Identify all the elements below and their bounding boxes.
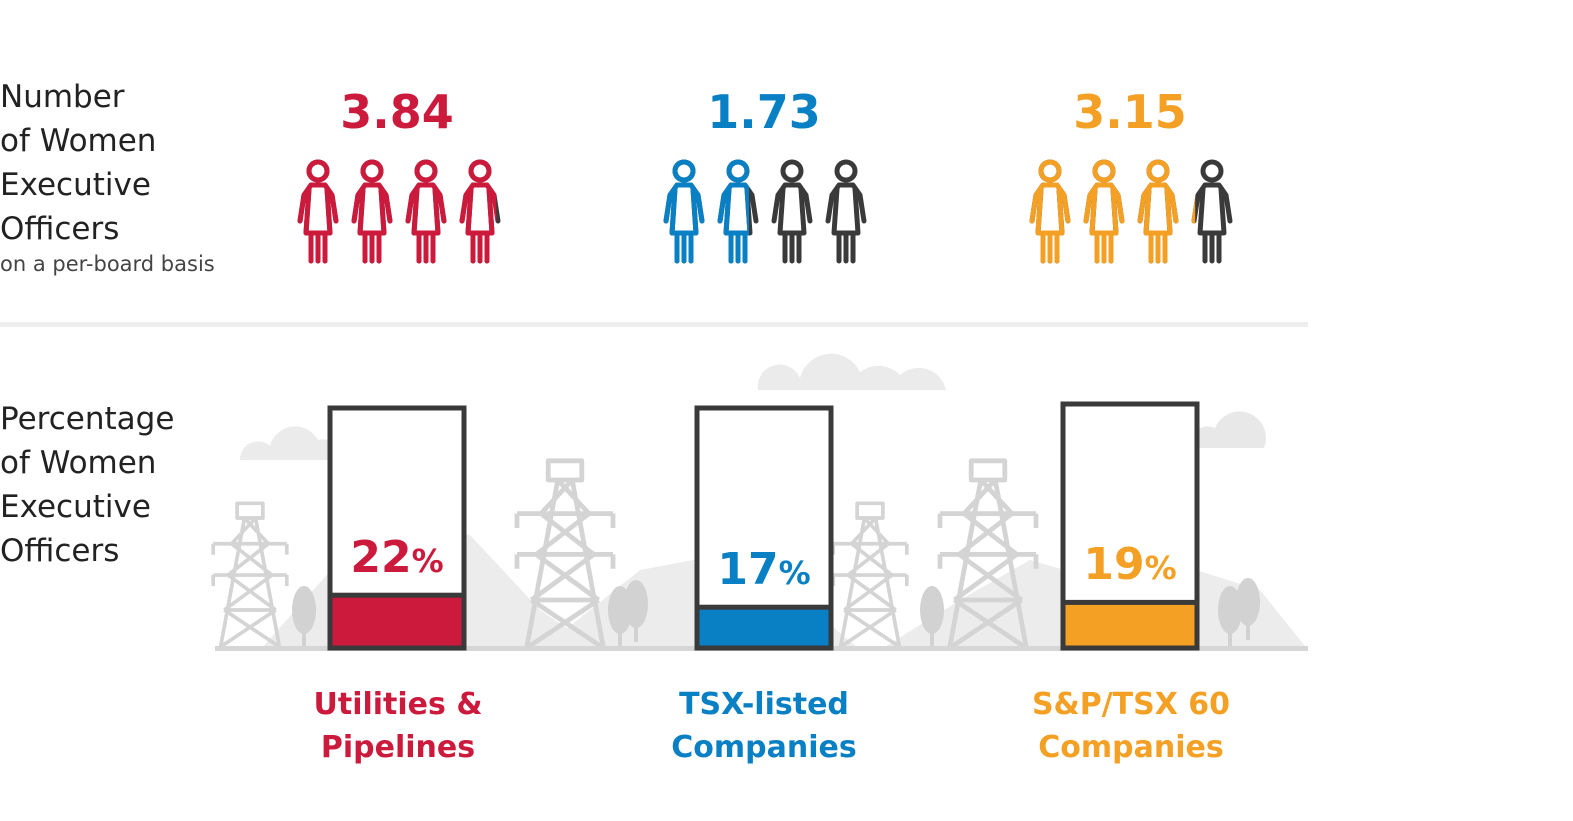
woman-icon [1083, 159, 1125, 264]
woman-icon [771, 159, 813, 264]
pictogram-utilities [297, 159, 501, 264]
percent-label-sp-tsx-60: 19% [1030, 540, 1230, 593]
pictogram-tsx-listed [663, 159, 867, 264]
woman-icon [1029, 159, 1071, 264]
woman-icon [405, 159, 447, 264]
label-line: of Women [0, 445, 157, 481]
section-divider [0, 322, 1308, 327]
woman-icon [1137, 159, 1179, 264]
woman-icon [825, 159, 867, 264]
woman-icon [717, 159, 759, 264]
label-line: Officers [0, 211, 120, 247]
value-label-sp-tsx-60: 3.15 [1073, 85, 1187, 139]
label-line: Executive [0, 489, 151, 525]
label-line: Number [0, 79, 125, 115]
percent-label-tsx-listed: 17% [664, 545, 864, 598]
bars-group [327, 401, 1200, 651]
category-line: TSX-listed [679, 687, 849, 722]
category-line: Utilities & [313, 687, 483, 722]
number-of-women-label: Number of Women Executive Officers on a … [0, 75, 240, 277]
label-line: Officers [0, 533, 120, 569]
percentage-of-women-label: Percentage of Women Executive Officers [0, 397, 240, 573]
label-line: Percentage [0, 401, 175, 437]
bar-fill [694, 604, 834, 651]
category-label-sp-tsx-60: S&P/TSX 60 Companies [971, 683, 1291, 769]
percent-value: 17 [717, 544, 779, 596]
percent-sign: % [778, 554, 811, 593]
category-label-utilities: Utilities & Pipelines [238, 683, 558, 769]
category-line: Companies [1038, 730, 1224, 765]
woman-icon [459, 159, 501, 264]
category-line: Companies [671, 730, 857, 765]
per-board-basis-note: on a per-board basis [0, 252, 215, 276]
woman-icon [663, 159, 705, 264]
pictogram-sp-tsx-60 [1029, 159, 1233, 264]
bar-fill [327, 592, 467, 651]
value-label-utilities: 3.84 [340, 85, 454, 139]
category-line: Pipelines [320, 730, 476, 765]
percent-value: 22 [350, 532, 412, 584]
label-line: of Women [0, 123, 157, 159]
value-label-tsx-listed: 1.73 [707, 85, 821, 139]
percent-value: 19 [1083, 539, 1145, 591]
category-label-tsx-listed: TSX-listed Companies [604, 683, 924, 769]
label-line: Executive [0, 167, 151, 203]
woman-icon [351, 159, 393, 264]
category-line: S&P/TSX 60 [1031, 687, 1231, 722]
bar-fill [1060, 599, 1200, 651]
woman-icon [1191, 159, 1233, 264]
percent-sign: % [411, 542, 444, 581]
percent-label-utilities: 22% [297, 533, 497, 586]
percent-sign: % [1144, 549, 1177, 588]
woman-icon [297, 159, 339, 264]
